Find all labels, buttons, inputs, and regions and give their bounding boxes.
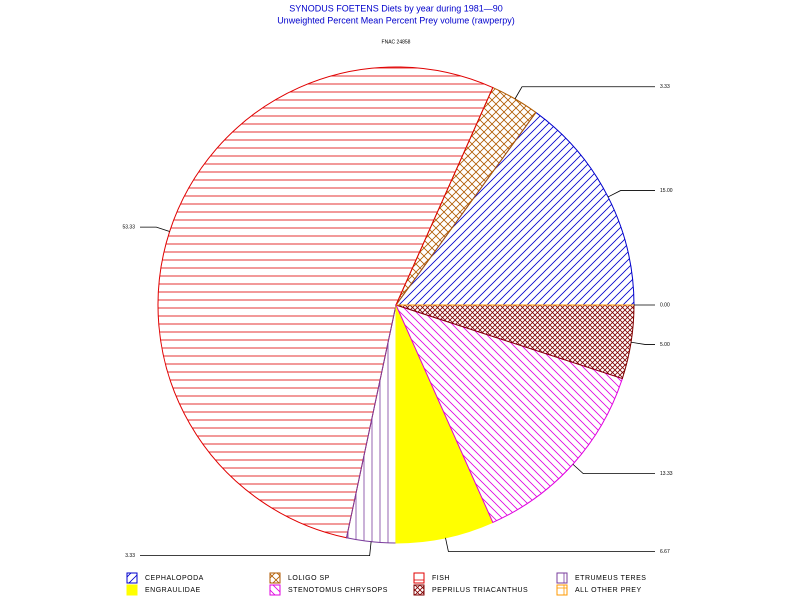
legend-swatch [413, 584, 425, 596]
legend-swatch [556, 584, 568, 596]
chart-note: FNAC 24858 [382, 39, 411, 45]
legend-swatch [556, 572, 568, 584]
legend-label: STENOTOMUS CHRYSOPS [288, 587, 388, 594]
value-label: 15.00 [660, 188, 673, 194]
chart-subtitle: Unweighted Percent Mean Percent Prey vol… [277, 15, 515, 25]
value-label: 53.33 [122, 224, 135, 230]
value-label: 6.67 [660, 549, 670, 555]
legend-swatch [269, 584, 281, 596]
legend-label: FISH [432, 575, 450, 582]
legend-label: ETRUMEUS TERES [575, 575, 646, 582]
leader-line [607, 190, 655, 198]
pie-slice [395, 111, 635, 306]
legend-label: PEPRILUS TRIACANTHUS [432, 587, 528, 594]
legend-label: LOLIGO SP [288, 575, 330, 582]
value-label: 5.00 [660, 342, 670, 348]
legend-label: ENGRAULIDAE [145, 587, 201, 594]
leader-line [140, 226, 170, 232]
leader-line [631, 341, 655, 345]
leader-line [514, 86, 655, 100]
value-label: 3.33 [125, 553, 135, 559]
value-label: 3.33 [660, 84, 670, 90]
legend-swatch [126, 572, 138, 584]
pie-slice [157, 66, 494, 539]
value-label: 13.33 [660, 471, 673, 477]
legend-swatch [413, 572, 425, 584]
leader-line [140, 541, 372, 557]
legend-swatch [269, 572, 281, 584]
legend-swatch [126, 584, 138, 596]
value-label: 0.00 [660, 302, 670, 308]
legend-label: CEPHALOPODA [145, 575, 204, 582]
leader-line [572, 463, 655, 475]
leader-line [445, 537, 655, 552]
legend-label: ALL OTHER PREY [575, 587, 642, 594]
chart-title: SYNODUS FOETENS Diets by year during 198… [289, 3, 503, 13]
